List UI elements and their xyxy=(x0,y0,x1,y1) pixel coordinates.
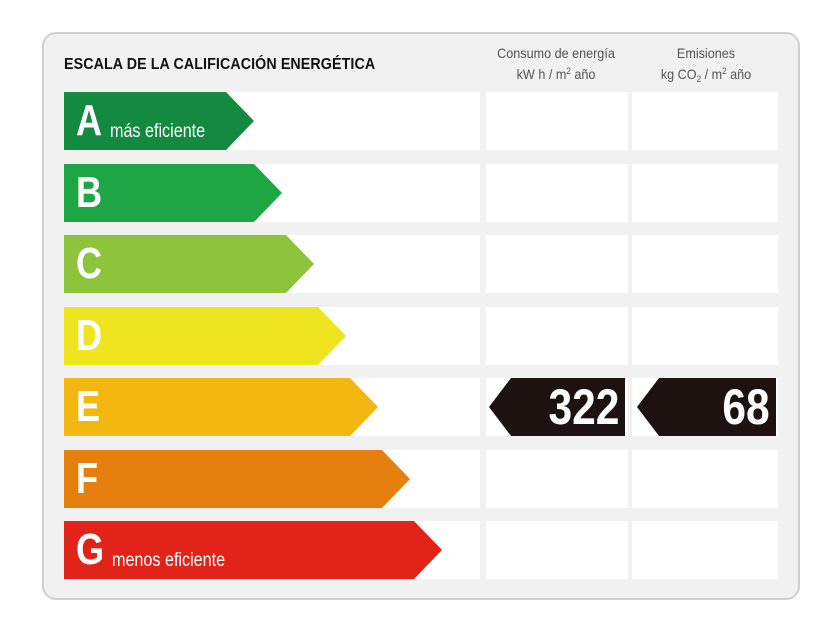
rating-arrow-d xyxy=(64,307,346,365)
emissions-indicator-value: 68 xyxy=(722,379,770,435)
energy-cell-c xyxy=(486,235,628,293)
rating-bar-d: D xyxy=(64,307,346,365)
rating-arrow-f xyxy=(64,450,410,508)
emissions-indicator: 68 xyxy=(637,378,776,436)
rating-arrow-g xyxy=(64,521,442,579)
rating-arrow-a xyxy=(64,92,254,150)
emissions-cell-b xyxy=(632,164,778,222)
energy-cell-b xyxy=(486,164,628,222)
rating-letter-a: A xyxy=(76,96,103,145)
rating-bar-e: E xyxy=(64,378,378,436)
rating-letter-d: D xyxy=(76,311,103,360)
energy-cell-a xyxy=(486,92,628,150)
emissions-cell-d xyxy=(632,307,778,365)
rating-letter-f: F xyxy=(76,454,99,503)
energy-column-header-unit: kW h / m2 año xyxy=(516,66,596,82)
energy-consumption-indicator-arrow xyxy=(489,378,625,436)
rating-bar-c: C xyxy=(64,235,314,293)
rating-letter-e: E xyxy=(76,382,101,431)
energy-column-header: Consumo de energía kW h / m2 año xyxy=(491,44,621,83)
energy-column-header-line1: Consumo de energía xyxy=(497,45,615,61)
energy-cell-g xyxy=(486,521,628,579)
rating-label-g: menos eficiente xyxy=(112,550,226,571)
energy-cell-f xyxy=(486,450,628,508)
rating-arrow-e xyxy=(64,378,378,436)
rating-letter-c: C xyxy=(76,239,103,288)
rating-arrow-b xyxy=(64,164,282,222)
emissions-indicator-arrow xyxy=(637,378,776,436)
energy-consumption-indicator-value: 322 xyxy=(548,379,619,435)
energy-consumption-indicator: 322 xyxy=(489,378,625,436)
rating-bar-b: B xyxy=(64,164,282,222)
emissions-column-header-unit: kg CO2 / m2 año xyxy=(660,66,752,84)
energy-cell-d xyxy=(486,307,628,365)
rating-bar-f: F xyxy=(64,450,410,508)
label-title: ESCALA DE LA CALIFICACIÓN ENERGÉTICA xyxy=(64,56,376,73)
emissions-cell-a xyxy=(632,92,778,150)
emissions-column-header: Emisiones kg CO2 / m2 año xyxy=(639,44,772,88)
rating-label-a: más eficiente xyxy=(110,121,206,142)
emissions-cell-g xyxy=(632,521,778,579)
rating-arrow-c xyxy=(64,235,314,293)
rating-letter-g: G xyxy=(76,525,105,574)
rating-letter-b: B xyxy=(76,168,103,217)
emissions-cell-f xyxy=(632,450,778,508)
emissions-column-header-line1: Emisiones xyxy=(676,45,736,61)
emissions-cell-c xyxy=(632,235,778,293)
